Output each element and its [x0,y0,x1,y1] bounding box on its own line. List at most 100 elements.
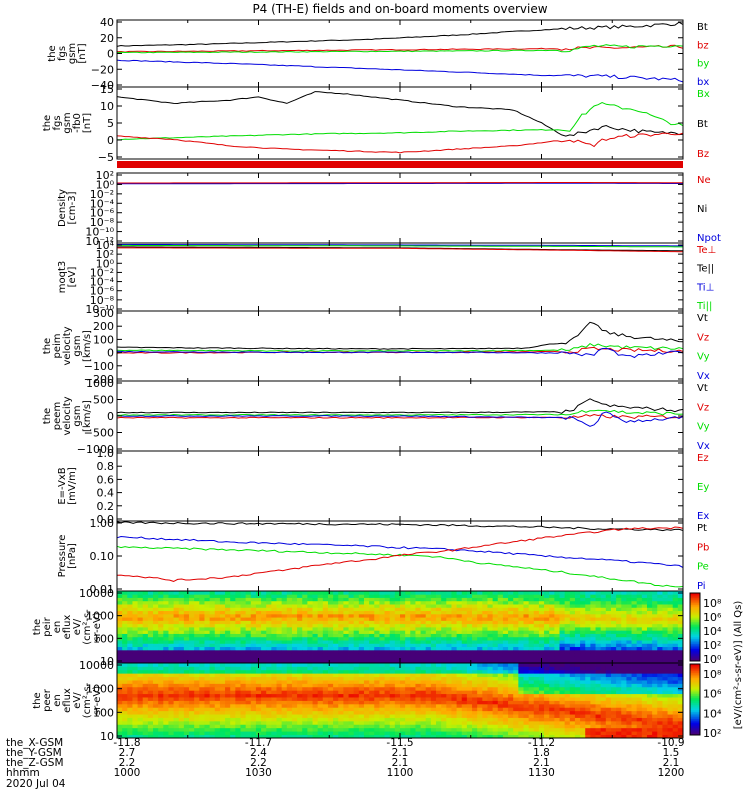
spectrogram-cell [178,659,185,664]
spectrogram-cell [240,627,247,631]
spectrogram-cell [400,604,406,608]
spectrogram-cell [369,697,375,701]
spectrogram-cell [549,594,555,598]
spectrogram-cell [255,627,262,631]
spectrogram-cell [209,627,216,631]
spectrogram-cell [646,617,653,621]
spectrogram-cell [245,680,252,684]
legend-pb: Pb [697,542,709,553]
spectrogram-cell [363,710,370,715]
spectrogram-cell [338,620,344,625]
spectrogram-cell [297,617,303,621]
spectrogram-cell [492,717,499,722]
spectrogram-cell [631,640,638,644]
spectrogram-cell [405,714,411,718]
spectrogram-cell [204,669,211,674]
spectrogram-cell [436,627,442,631]
spectrogram-cell [523,640,530,644]
spectrogram-cell [518,623,524,628]
panel-10: 10000100010010thepeerenefluxeV/(cm²-s-sr… [32,659,684,743]
spectrogram-cell [312,724,319,729]
spectrogram-cell [178,653,185,657]
spectrogram-cell [446,646,452,651]
spectrogram-cell [338,623,344,628]
spectrogram-cell [549,623,555,628]
spectrogram-cell [657,591,663,595]
spectrogram-cell [178,717,185,722]
spectrogram-cell [163,693,169,698]
spectrogram-cell [307,724,313,729]
spectrogram-cell [466,707,473,712]
spectrogram-cell [132,717,138,722]
spectrogram-cell [585,683,591,688]
spectrogram-cell [183,686,190,691]
spectrogram-cell [487,683,494,688]
spectrogram-cell [405,693,411,698]
spectrogram-cell [209,683,216,688]
spectrogram-cell [255,707,262,712]
spectrogram-cell [225,591,231,595]
spectrogram-cell [610,653,617,657]
spectrogram-cell [297,697,303,701]
series-line-vx [116,411,684,427]
spectrogram-cell [240,734,247,739]
spectrogram-cell [132,697,138,701]
spectrogram-cell [420,683,427,688]
spectrogram-cell [508,707,514,712]
spectrogram-cell [497,653,504,657]
spectrogram-cell [610,697,617,701]
spectrogram-cell [225,663,231,667]
spectrogram-cell [225,653,231,657]
spectrogram-cell [338,607,344,612]
spectrogram-cell [204,591,211,595]
series-line-ne [117,182,684,184]
spectrogram-cell [569,620,576,625]
spectrogram-cell [276,666,283,671]
legend-ex: Ex [697,511,709,522]
spectrogram-cell [549,700,555,705]
spectrogram-cell [590,646,596,651]
spectrogram-cell [199,597,205,602]
spectrogram-cell [173,600,180,605]
spectrogram-cell [430,607,437,612]
spectrogram-cell [466,640,473,644]
spectrogram-cell [574,643,581,648]
spectrogram-cell [672,604,679,608]
spectrogram-cell [430,653,437,657]
spectrogram-cell [667,630,674,634]
spectrogram-cell [425,636,432,641]
spectrogram-cell [127,653,133,657]
spectrogram-cell [631,591,638,595]
spectrogram-cell [605,613,612,618]
spectrogram-cell [204,649,211,654]
spectrogram-cell [590,630,596,634]
spectrogram-cell [142,686,149,691]
spectrogram-cell [322,666,329,671]
spectrogram-cell [183,636,190,641]
spectrogram-cell [384,724,391,729]
spectrogram-cell [610,693,617,698]
spectrogram-cell [621,690,627,695]
spectrogram-cell [127,620,133,625]
spectrogram-cell [425,676,432,681]
spectrogram-cell [585,636,591,641]
spectrogram-cell [343,680,349,684]
spectrogram-cell [343,617,349,621]
spectrogram-cell [425,703,432,708]
spectrogram-cell [178,649,185,654]
spectrogram-cell [137,731,144,735]
spectrogram-cell [415,731,421,735]
spectrogram-cell [605,669,612,674]
spectrogram-cell [384,663,391,667]
spectrogram-cell [312,720,319,725]
spectrogram-cell [518,653,524,657]
spectrogram-cell [142,604,149,608]
spectrogram-cell [132,600,138,605]
spectrogram-cell [255,643,262,648]
spectrogram-cell [461,630,468,634]
spectrogram-cell [276,717,283,722]
spectrogram-cell [456,673,463,678]
spectrogram-cell [333,649,339,654]
spectrogram-cell [158,620,164,625]
ion-spectrogram [117,591,684,664]
